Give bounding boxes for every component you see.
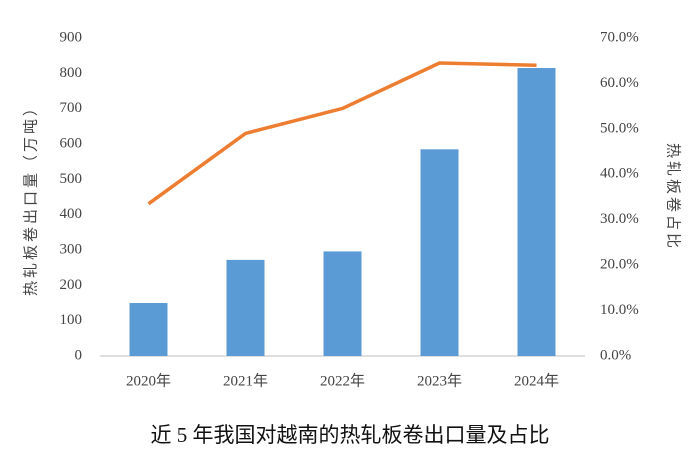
y2-tick-label: 40.0% bbox=[600, 166, 639, 182]
y-tick-label: 100 bbox=[60, 312, 83, 328]
y-tick-label: 500 bbox=[60, 171, 83, 187]
y-axis-label: 热轧板卷出口量（万吨） bbox=[21, 98, 39, 296]
chart-title: 近 5 年我国对越南的热轧板卷出口量及占比 bbox=[151, 423, 550, 447]
y2-axis-label: 热轧板卷占比 bbox=[665, 143, 683, 251]
x-tick-label: 2024年 bbox=[514, 372, 559, 389]
y2-tick-label: 30.0% bbox=[600, 211, 639, 227]
y2-tick-label: 20.0% bbox=[600, 257, 639, 273]
y-tick-label: 200 bbox=[60, 277, 83, 293]
y2-tick-label: 50.0% bbox=[600, 120, 639, 136]
x-tick-label: 2020年 bbox=[126, 372, 171, 389]
y2-tick-label: 70.0% bbox=[600, 29, 639, 45]
y-tick-label: 800 bbox=[60, 65, 83, 81]
y-tick-label: 300 bbox=[60, 241, 83, 257]
x-tick-label: 2022年 bbox=[320, 372, 365, 389]
y-tick-label: 0 bbox=[75, 347, 83, 363]
y2-tick-label: 60.0% bbox=[600, 75, 639, 91]
x-tick-label: 2023年 bbox=[417, 372, 462, 389]
bar bbox=[323, 251, 362, 356]
x-tick-label: 2021年 bbox=[223, 372, 268, 389]
line bbox=[147, 61, 537, 206]
y-tick-label: 900 bbox=[60, 29, 83, 45]
y-tick-label: 700 bbox=[60, 100, 83, 116]
bar bbox=[226, 259, 265, 356]
y2-tick-label: 0.0% bbox=[600, 347, 631, 363]
y-tick-label: 600 bbox=[60, 135, 83, 151]
y-tick-label: 400 bbox=[60, 206, 83, 222]
bar bbox=[517, 68, 556, 357]
bar bbox=[420, 149, 459, 356]
bar bbox=[129, 303, 168, 356]
y2-tick-label: 10.0% bbox=[600, 302, 639, 318]
